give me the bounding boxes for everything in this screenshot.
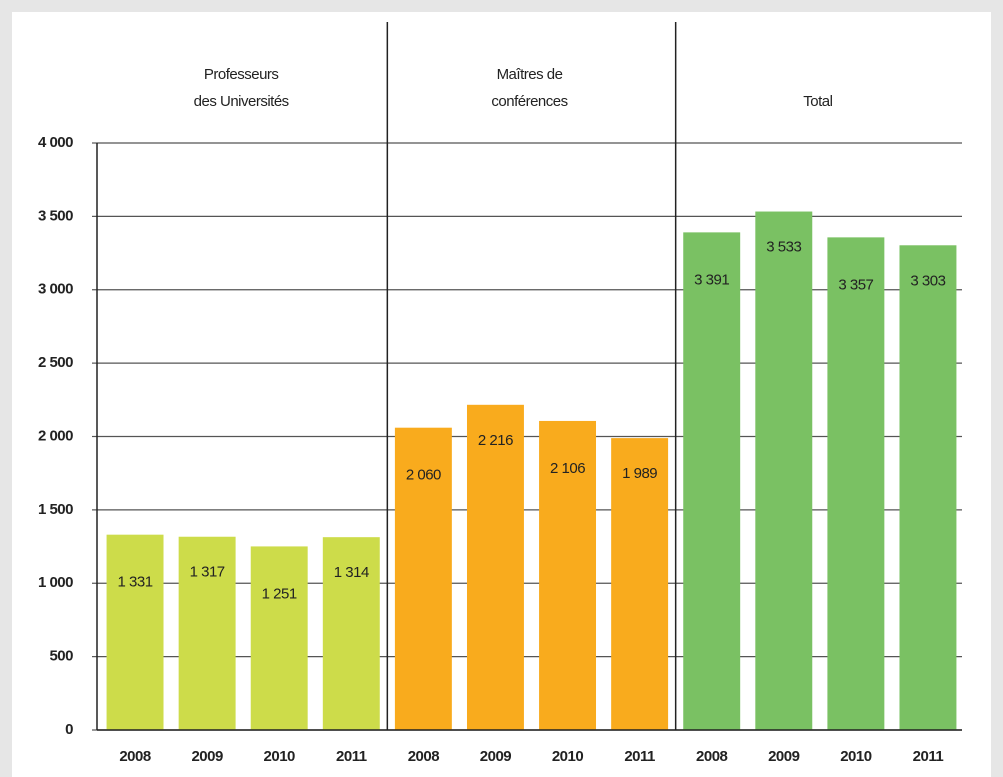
bar	[466, 404, 524, 730]
bar	[827, 237, 885, 731]
x-tick-label: 2009	[191, 748, 223, 765]
bar	[178, 536, 236, 730]
group-label: des Universités	[194, 93, 289, 110]
x-tick-label: 2009	[768, 748, 800, 765]
value-label: 3 357	[838, 276, 873, 293]
group-label: Total	[803, 93, 832, 110]
group-label: Maîtres de	[497, 66, 563, 83]
x-tick-label: 2011	[336, 748, 367, 765]
group-label: Professeurs	[204, 66, 279, 83]
y-tick-label: 1 500	[38, 501, 73, 518]
y-tick-label: 1 000	[38, 574, 73, 591]
y-tick-label: 2 000	[38, 427, 73, 444]
y-tick-label: 3 000	[38, 281, 73, 298]
x-tick-label: 2008	[696, 748, 728, 765]
y-tick-label: 2 500	[38, 354, 73, 371]
x-tick-label: 2011	[913, 748, 944, 765]
bar	[250, 546, 308, 730]
x-tick-label: 2010	[840, 748, 872, 765]
bar	[899, 245, 957, 731]
value-label: 1 314	[334, 564, 369, 581]
value-label: 1 317	[190, 564, 225, 581]
x-tick-label: 2008	[119, 748, 151, 765]
x-tick-label: 2010	[552, 748, 584, 765]
x-tick-label: 2011	[624, 748, 655, 765]
y-tick-label: 3 500	[38, 207, 73, 224]
bar	[394, 427, 452, 730]
y-tick-label: 500	[49, 648, 73, 665]
bar	[755, 211, 813, 731]
bar	[106, 534, 164, 730]
value-label: 1 331	[118, 574, 153, 591]
bar	[322, 537, 380, 730]
y-tick-label: 4 000	[38, 134, 73, 151]
x-tick-label: 2008	[408, 748, 440, 765]
value-label: 3 533	[766, 239, 801, 256]
group-label: conférences	[491, 93, 567, 110]
y-tick-label: 0	[65, 721, 73, 738]
bar	[611, 438, 669, 730]
value-label: 2 060	[406, 467, 441, 484]
bar	[539, 420, 597, 730]
x-tick-label: 2009	[480, 748, 512, 765]
value-label: 2 106	[550, 460, 585, 477]
value-label: 3 303	[910, 272, 945, 289]
x-tick-label: 2010	[264, 748, 296, 765]
bar	[683, 232, 741, 731]
value-label: 1 989	[622, 465, 657, 482]
value-label: 2 216	[478, 432, 513, 449]
value-label: 3 391	[694, 271, 729, 288]
value-label: 1 251	[262, 585, 297, 602]
